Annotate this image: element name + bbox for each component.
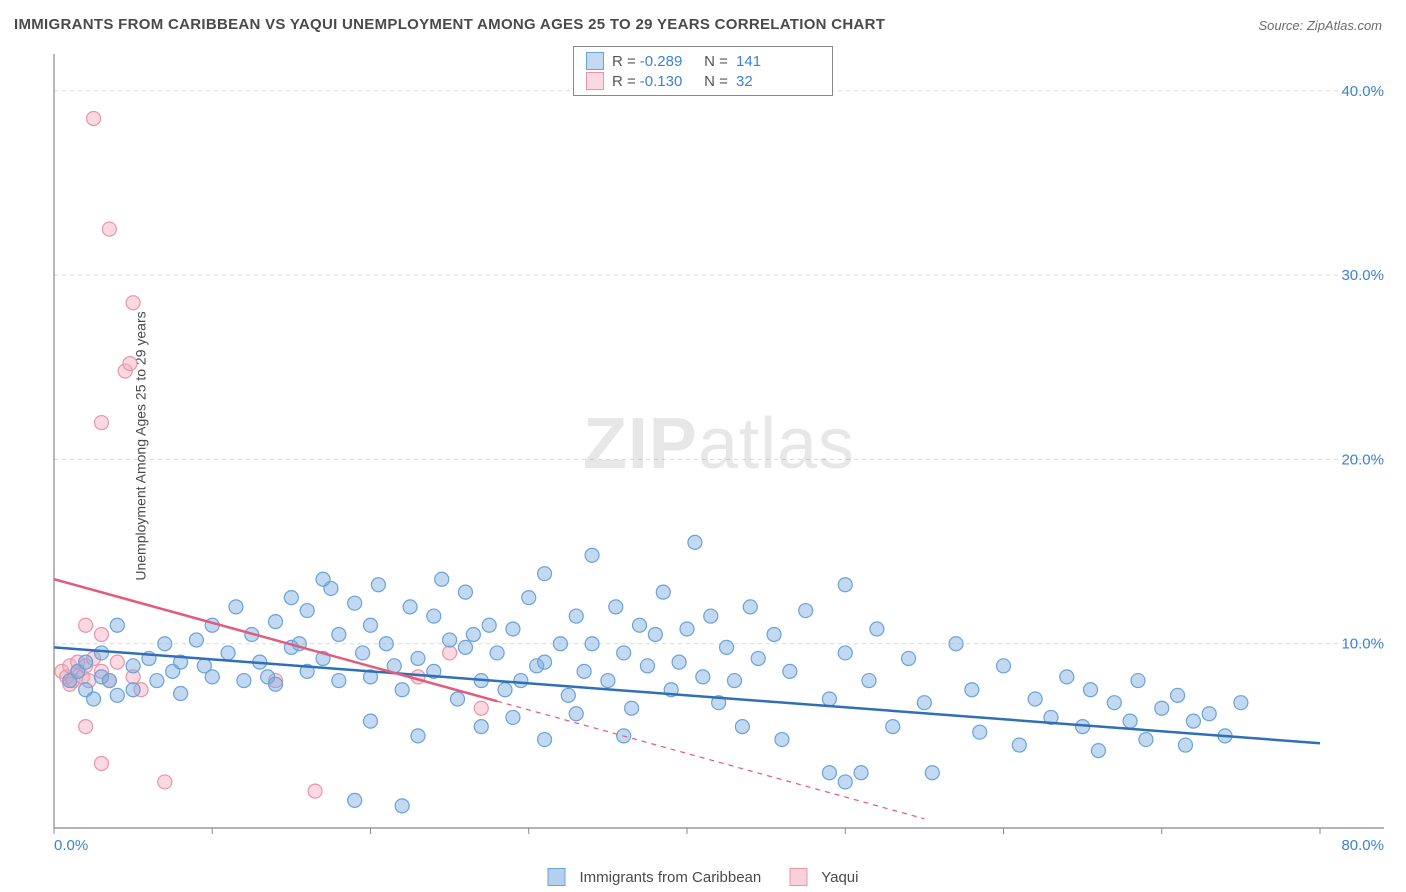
bottom-legend: Immigrants from Caribbean Yaqui [548, 868, 859, 886]
chart-title: IMMIGRANTS FROM CARIBBEAN VS YAQUI UNEMP… [14, 16, 885, 33]
svg-text:30.0%: 30.0% [1341, 267, 1384, 284]
r-value: -0.289 [640, 53, 696, 70]
swatch-icon [548, 868, 566, 886]
source-attribution: Source: ZipAtlas.com [1258, 18, 1382, 33]
legend-label: Immigrants from Caribbean [580, 869, 762, 886]
svg-text:10.0%: 10.0% [1341, 636, 1384, 653]
legend-item: Yaqui [789, 868, 858, 886]
correlation-stats-box: R = -0.289 N = 141 R = -0.130 N = 32 [573, 46, 833, 96]
svg-text:40.0%: 40.0% [1341, 83, 1384, 100]
swatch-icon [789, 868, 807, 886]
svg-text:20.0%: 20.0% [1341, 451, 1384, 468]
r-value: -0.130 [640, 73, 696, 90]
swatch-icon [586, 72, 604, 90]
svg-text:80.0%: 80.0% [1341, 837, 1384, 854]
swatch-icon [586, 52, 604, 70]
legend-item: Immigrants from Caribbean [548, 868, 762, 886]
r-label: R = [612, 73, 636, 90]
chart-area: 10.0%20.0%30.0%40.0%0.0%80.0% ZIPatlas [48, 46, 1390, 858]
r-label: R = [612, 53, 636, 70]
n-label: N = [704, 53, 728, 70]
n-label: N = [704, 73, 728, 90]
n-value: 32 [736, 73, 753, 90]
stats-row: R = -0.289 N = 141 [574, 51, 832, 71]
legend-label: Yaqui [821, 869, 858, 886]
scatter-chart: 10.0% 20.0% 30.0% 40.0% 0.0% 80.0% [48, 46, 1390, 858]
stats-row: R = -0.130 N = 32 [574, 71, 832, 91]
svg-text:0.0%: 0.0% [54, 837, 88, 854]
n-value: 141 [736, 53, 761, 70]
